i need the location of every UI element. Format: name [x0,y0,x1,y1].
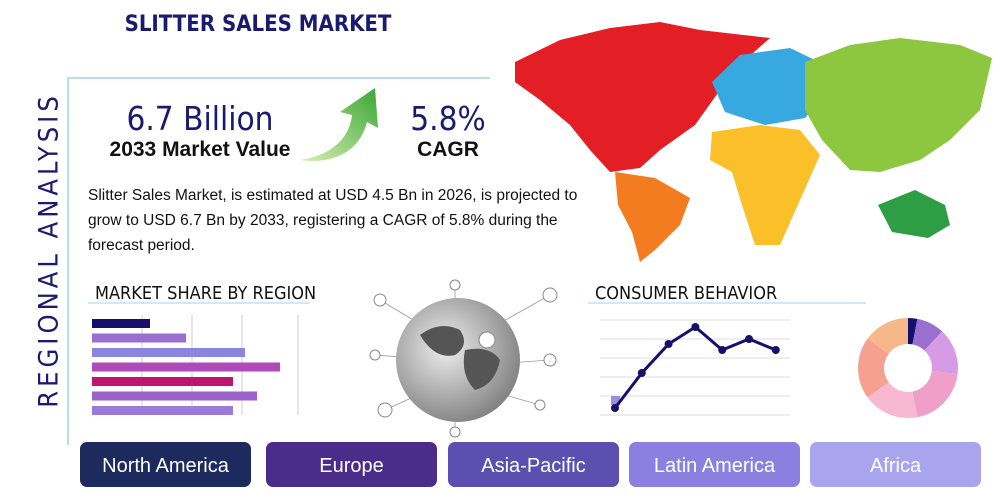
line-point [771,346,780,354]
tab-label[interactable]: Latin America [654,455,776,477]
section-title: CONSUMER BEHAVIOR [595,283,777,304]
side-title: REGIONAL ANALYSIS [34,92,65,408]
bar [92,319,150,328]
line-point [745,335,753,343]
tab[interactable] [629,442,800,487]
bar [92,377,233,386]
donut-segment [867,382,918,418]
line-point [691,323,700,331]
donut-segment [912,318,943,351]
bar [92,391,257,401]
title: SLITTER SALES MARKET [125,12,392,37]
tab[interactable] [810,442,981,487]
stat-label: 2033 Market Value [110,138,291,161]
bar [92,333,186,343]
donut-segment [858,338,889,398]
stat-label: CAGR [417,138,479,161]
tab[interactable] [266,442,437,487]
donut-segment [867,318,908,354]
tab-label[interactable]: Europe [319,455,384,477]
donut-segment [924,331,958,375]
world-map [515,22,992,262]
stat-value: 6.7 Billion [127,99,274,138]
frame [67,77,490,445]
tab-label[interactable]: Africa [870,455,922,477]
line-point [611,404,619,412]
tab-label[interactable]: Asia-Pacific [481,455,585,477]
line-grid [600,319,790,416]
marker-decoration [611,396,620,405]
line-point [664,340,673,348]
section-title: MARKET SHARE BY REGION [95,283,316,304]
stat-value: 5.8% [410,99,485,138]
line-point [637,369,646,377]
growth-arrow [300,88,378,161]
description: Slitter Sales Market, is estimated at US… [88,187,578,254]
donut-segment [912,371,958,418]
line-point [718,346,727,354]
tab[interactable] [448,442,619,487]
globe-network [369,279,558,438]
bar [92,406,233,415]
bar [92,362,280,372]
bar [92,348,245,357]
donut-segment [908,318,918,345]
description-box: Slitter Sales Market, is estimated at US… [88,187,578,254]
tab-label[interactable]: North America [102,455,230,477]
tab[interactable] [80,442,251,487]
